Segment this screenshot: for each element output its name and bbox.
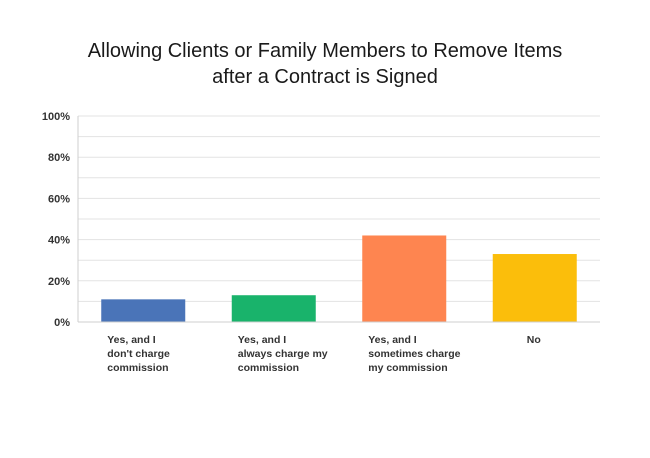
- category-label: sometimes charge: [368, 348, 460, 360]
- chart-title-line-2: after a Contract is Signed: [212, 66, 438, 88]
- chart-title-line-1: Allowing Clients or Family Members to Re…: [87, 40, 563, 62]
- y-tick-label: 0%: [54, 317, 70, 329]
- category-label: commission: [238, 362, 299, 374]
- bar: [101, 299, 186, 322]
- category-label: don't charge: [107, 348, 170, 360]
- y-tick-label: 20%: [48, 276, 70, 288]
- y-tick-label: 40%: [48, 235, 70, 247]
- category-label: No: [527, 334, 541, 346]
- y-tick-label: 100%: [42, 111, 70, 123]
- bar: [492, 254, 577, 322]
- category-label: my commission: [368, 362, 447, 374]
- y-tick-label: 60%: [48, 193, 70, 205]
- bar: [231, 295, 316, 322]
- category-label: Yes, and I: [107, 334, 156, 346]
- y-tick-label: 80%: [48, 152, 70, 164]
- bar: [362, 235, 447, 322]
- category-label: Yes, and I: [368, 334, 417, 346]
- category-label: commission: [107, 362, 168, 374]
- category-label: Yes, and I: [238, 334, 287, 346]
- chart-title: Allowing Clients or Family Members to Re…: [0, 38, 650, 90]
- category-label: always charge my: [238, 348, 328, 360]
